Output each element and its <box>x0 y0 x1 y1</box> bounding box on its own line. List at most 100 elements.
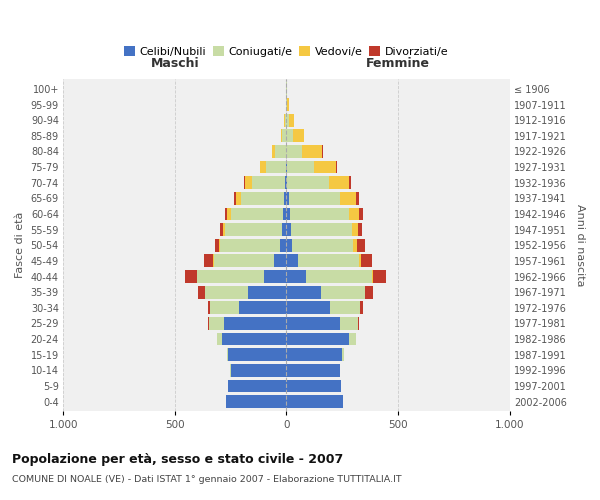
Bar <box>217 332 286 345</box>
Bar <box>286 286 365 298</box>
Bar <box>275 145 286 158</box>
Bar <box>286 98 289 111</box>
Bar <box>286 302 330 314</box>
Bar <box>286 395 343 408</box>
Bar <box>185 270 286 283</box>
Bar <box>283 208 286 220</box>
Bar <box>286 192 289 204</box>
Bar <box>225 223 286 236</box>
Bar <box>286 145 323 158</box>
Bar <box>217 332 286 345</box>
Legend: Celibi/Nubili, Coniugati/e, Vedovi/e, Divorziati/e: Celibi/Nubili, Coniugati/e, Vedovi/e, Di… <box>120 42 453 62</box>
Bar <box>286 208 290 220</box>
Bar <box>272 145 286 158</box>
Bar <box>282 130 286 142</box>
Bar <box>229 380 286 392</box>
Bar <box>224 317 286 330</box>
Bar <box>281 130 286 142</box>
Bar <box>205 286 286 298</box>
Bar <box>197 270 286 283</box>
Bar <box>239 302 286 314</box>
Bar <box>285 176 286 189</box>
Bar <box>197 270 286 283</box>
Bar <box>286 223 358 236</box>
Text: COMUNE DI NOALE (VE) - Dati ISTAT 1° gennaio 2007 - Elaborazione TUTTITALIA.IT: COMUNE DI NOALE (VE) - Dati ISTAT 1° gen… <box>12 475 401 484</box>
Bar <box>286 239 353 252</box>
Bar <box>227 348 286 361</box>
Bar <box>208 317 286 330</box>
Bar <box>286 332 356 345</box>
Bar <box>214 254 286 268</box>
Bar <box>236 192 286 204</box>
Bar <box>244 176 286 189</box>
Bar <box>205 286 286 298</box>
Bar <box>286 160 336 173</box>
Bar <box>286 286 373 298</box>
Bar <box>245 176 286 189</box>
Text: Maschi: Maschi <box>151 57 199 70</box>
Bar <box>286 380 341 392</box>
Bar <box>198 286 286 298</box>
Bar <box>220 239 286 252</box>
Bar <box>204 254 286 268</box>
Bar <box>286 380 341 392</box>
Bar <box>286 239 356 252</box>
Bar <box>286 82 287 96</box>
Bar <box>284 114 286 126</box>
Bar <box>286 192 359 204</box>
Bar <box>227 348 286 361</box>
Y-axis label: Anni di nascita: Anni di nascita <box>575 204 585 286</box>
Bar <box>286 270 307 283</box>
Bar <box>286 364 340 376</box>
Bar <box>226 395 286 408</box>
Bar <box>286 254 372 268</box>
Bar <box>286 223 362 236</box>
Bar <box>264 270 286 283</box>
Bar <box>286 208 349 220</box>
Bar <box>286 348 344 361</box>
Bar <box>230 364 286 376</box>
Bar <box>260 160 286 173</box>
Bar <box>286 160 337 173</box>
Bar <box>286 98 287 111</box>
Bar <box>227 208 286 220</box>
Bar <box>228 380 286 392</box>
Bar <box>286 286 365 298</box>
Bar <box>221 332 286 345</box>
Bar <box>286 332 349 345</box>
Bar <box>286 223 352 236</box>
Bar <box>286 332 356 345</box>
Bar <box>286 380 341 392</box>
Bar <box>286 82 287 96</box>
Bar <box>230 364 286 376</box>
Bar <box>286 332 356 345</box>
Bar <box>226 395 286 408</box>
Bar <box>272 145 286 158</box>
Bar <box>234 192 286 204</box>
Bar <box>228 380 286 392</box>
Bar <box>286 114 293 126</box>
Bar <box>209 317 286 330</box>
Bar <box>220 223 286 236</box>
Bar <box>286 176 349 189</box>
Bar <box>230 208 286 220</box>
Bar <box>286 130 293 142</box>
Bar <box>286 145 302 158</box>
Bar <box>211 302 286 314</box>
Bar <box>286 254 359 268</box>
Bar <box>286 223 291 236</box>
Bar <box>230 364 286 376</box>
Bar <box>230 364 286 376</box>
Text: Femmine: Femmine <box>366 57 430 70</box>
Bar <box>286 302 361 314</box>
Bar <box>286 348 342 361</box>
Bar <box>286 348 344 361</box>
Bar <box>286 364 340 376</box>
Bar <box>286 317 358 330</box>
Bar <box>286 208 359 220</box>
Bar <box>210 302 286 314</box>
Bar <box>286 348 344 361</box>
Bar <box>286 364 340 376</box>
Bar <box>284 114 286 126</box>
Bar <box>229 348 286 361</box>
